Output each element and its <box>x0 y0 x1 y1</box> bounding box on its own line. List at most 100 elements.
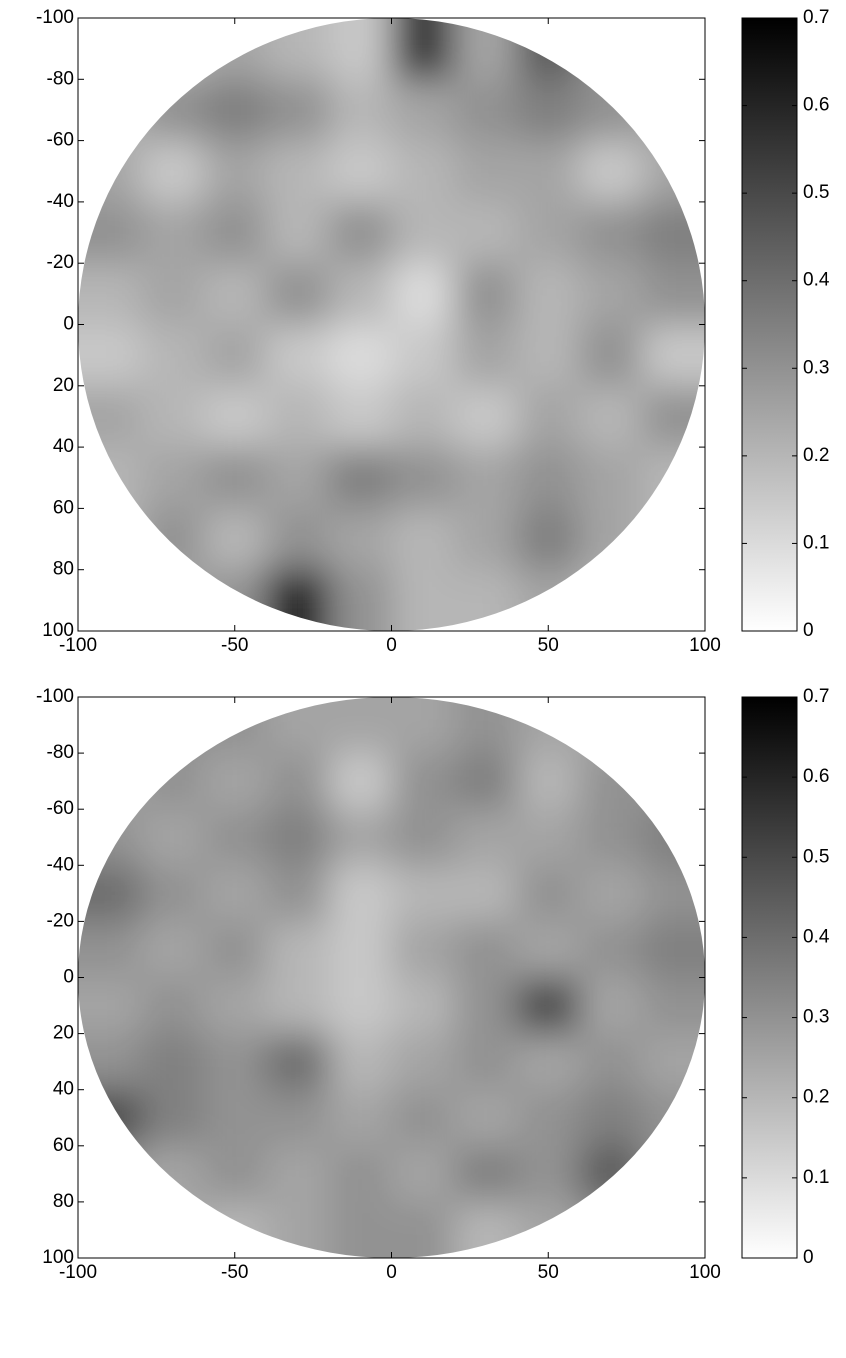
heatmap-cell <box>516 1145 581 1203</box>
heatmap-cell <box>579 201 643 264</box>
heatmap-cell <box>266 977 330 1035</box>
heatmap-cell <box>266 263 330 325</box>
y-tick-label: 0 <box>63 314 74 335</box>
heatmap-cell <box>516 79 581 142</box>
x-tick-label: 50 <box>538 1262 559 1283</box>
heatmap-cell <box>391 263 455 325</box>
heatmap-cell <box>516 201 581 264</box>
colorbar-tick-label: 0.4 <box>803 270 830 291</box>
heatmap-cell <box>454 385 518 448</box>
heatmap-cell <box>203 1145 267 1203</box>
heatmap-cell <box>454 1145 518 1203</box>
heatmap-cell <box>328 508 392 571</box>
heatmap-cell <box>516 18 581 80</box>
heatmap-cell <box>328 447 392 509</box>
heatmap-cell <box>78 324 142 387</box>
y-tick-label: -80 <box>47 742 74 763</box>
colorbar-tick-label: 0.1 <box>803 532 829 553</box>
heatmap-cell <box>391 1145 455 1203</box>
heatmap-cell <box>140 18 204 80</box>
heatmap-cell <box>328 753 392 810</box>
heatmap-cell <box>579 1089 643 1147</box>
heatmap-cell <box>328 18 392 80</box>
heatmap-cells <box>78 18 705 631</box>
colorbar-tick-label: 0.1 <box>803 1167 829 1188</box>
heatmap-cell <box>516 263 581 325</box>
y-tick-label: 0 <box>63 967 74 988</box>
heatmap-cell <box>454 1089 518 1147</box>
y-tick-label: 80 <box>53 1191 74 1212</box>
heatmap-cell <box>328 324 392 387</box>
colorbar-tick-label: 0.4 <box>803 926 830 947</box>
heatmap-cell <box>203 508 267 571</box>
heatmap-cell <box>266 753 330 810</box>
heatmap-cell <box>391 508 455 571</box>
heatmap-cell <box>642 977 705 1035</box>
heatmap-cell <box>391 809 455 866</box>
heatmap-cell <box>391 201 455 264</box>
heatmap-cell <box>328 865 392 922</box>
heatmap-cell <box>454 18 518 80</box>
heatmap-cell <box>579 18 643 80</box>
heatmap-cell <box>454 1033 518 1091</box>
colorbar-tick-label: 0.6 <box>803 766 829 787</box>
heatmap-cell <box>454 79 518 142</box>
heatmap-cell <box>140 447 204 509</box>
colorbar-tick-label: 0.6 <box>803 95 829 116</box>
heatmap-cell <box>391 697 455 754</box>
x-tick-label: 100 <box>689 1262 721 1283</box>
heatmap-cell <box>579 1033 643 1091</box>
heatmap-cell <box>454 201 518 264</box>
heatmap-cell <box>516 921 581 978</box>
heatmap-cell <box>203 977 267 1035</box>
heatmap-cell <box>203 1033 267 1091</box>
heatmap-cell <box>579 753 643 810</box>
heatmap-cell <box>203 18 267 80</box>
y-tick-label: -40 <box>47 854 74 875</box>
heatmap-cell <box>203 263 267 325</box>
heatmap-cell <box>266 921 330 978</box>
heatmap-cell <box>516 809 581 866</box>
heatmap-cell <box>516 865 581 922</box>
heatmap-cell <box>78 977 142 1035</box>
heatmap-cell <box>516 753 581 810</box>
y-tick-label: -60 <box>47 130 74 151</box>
colorbar-tick-label: 0.2 <box>803 1087 829 1108</box>
heatmap-cell <box>140 263 204 325</box>
heatmap-cell <box>579 921 643 978</box>
x-tick-label: -100 <box>59 1262 97 1283</box>
heatmap-cell <box>454 921 518 978</box>
y-tick-label: -100 <box>36 7 74 28</box>
colorbar-tick-label: 0.5 <box>803 846 829 867</box>
heatmap-cell <box>391 753 455 810</box>
heatmap-cell <box>266 140 330 203</box>
heatmap-cell <box>140 865 204 922</box>
heatmap-cell <box>516 447 581 509</box>
heatmap-cell <box>579 385 643 448</box>
heatmap-cell <box>391 1201 455 1258</box>
heatmap-cell <box>516 324 581 387</box>
heatmap-cell <box>266 201 330 264</box>
y-tick-label: 80 <box>53 559 74 580</box>
colorbar <box>741 696 798 1259</box>
heatmap-cell <box>328 1033 392 1091</box>
heatmap-cell <box>454 753 518 810</box>
heatmap-cell <box>203 1089 267 1147</box>
heatmap-cell <box>266 447 330 509</box>
y-tick-label: 40 <box>53 436 74 457</box>
heatmap-cell <box>140 753 204 810</box>
x-tick-label: 50 <box>538 635 559 656</box>
colorbar-tick-label: 0.7 <box>803 7 829 28</box>
heatmap-cell <box>391 569 455 631</box>
heatmap-cell <box>454 977 518 1035</box>
heatmap-cell <box>140 385 204 448</box>
heatmap-cell <box>203 809 267 866</box>
heatmap-cell <box>328 201 392 264</box>
heatmap-cell <box>642 921 705 978</box>
heatmap-cell <box>391 324 455 387</box>
heatmap-cell <box>454 809 518 866</box>
heatmap-cell <box>78 263 142 325</box>
heatmap-cell <box>391 18 455 80</box>
y-tick-label: 100 <box>42 620 74 641</box>
colorbar-tick-label: 0 <box>803 1247 814 1268</box>
